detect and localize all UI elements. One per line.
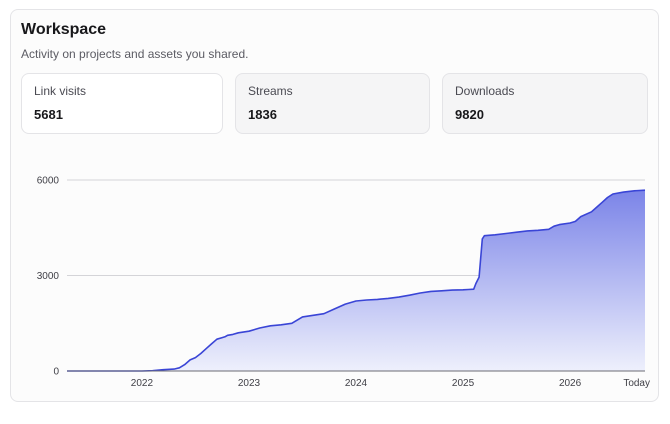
stat-value: 5681	[34, 107, 63, 122]
x-tick-label: 2026	[559, 378, 582, 389]
activity-area-chart: 6000 3000 0 2022 2023 2024 2025 2026 Today	[37, 176, 650, 390]
x-tick-label: Today	[623, 378, 650, 389]
y-tick-label: 6000	[37, 176, 60, 187]
series-line	[67, 189, 646, 372]
stat-value: 1836	[248, 107, 277, 122]
stat-link-visits[interactable]: Link visits 5681	[21, 73, 223, 134]
y-tick-label: 3000	[37, 271, 60, 282]
card-title: Workspace	[21, 21, 107, 38]
workspace-card: Workspace Activity on projects and asset…	[10, 9, 659, 402]
stat-downloads[interactable]: Downloads 9820	[442, 73, 648, 134]
x-tick-label: 2024	[345, 378, 368, 389]
y-tick-label: 0	[53, 367, 59, 378]
stat-label: Downloads	[455, 84, 515, 98]
x-tick-label: 2023	[238, 378, 261, 389]
x-tick-label: 2022	[131, 378, 154, 389]
series-area	[67, 190, 645, 371]
card-subtitle: Activity on projects and assets you shar…	[21, 47, 249, 61]
x-tick-label: 2025	[452, 378, 475, 389]
stat-label: Link visits	[34, 84, 87, 98]
stat-value: 9820	[455, 107, 484, 122]
stat-streams[interactable]: Streams 1836	[235, 73, 430, 134]
stat-label: Streams	[248, 84, 293, 98]
